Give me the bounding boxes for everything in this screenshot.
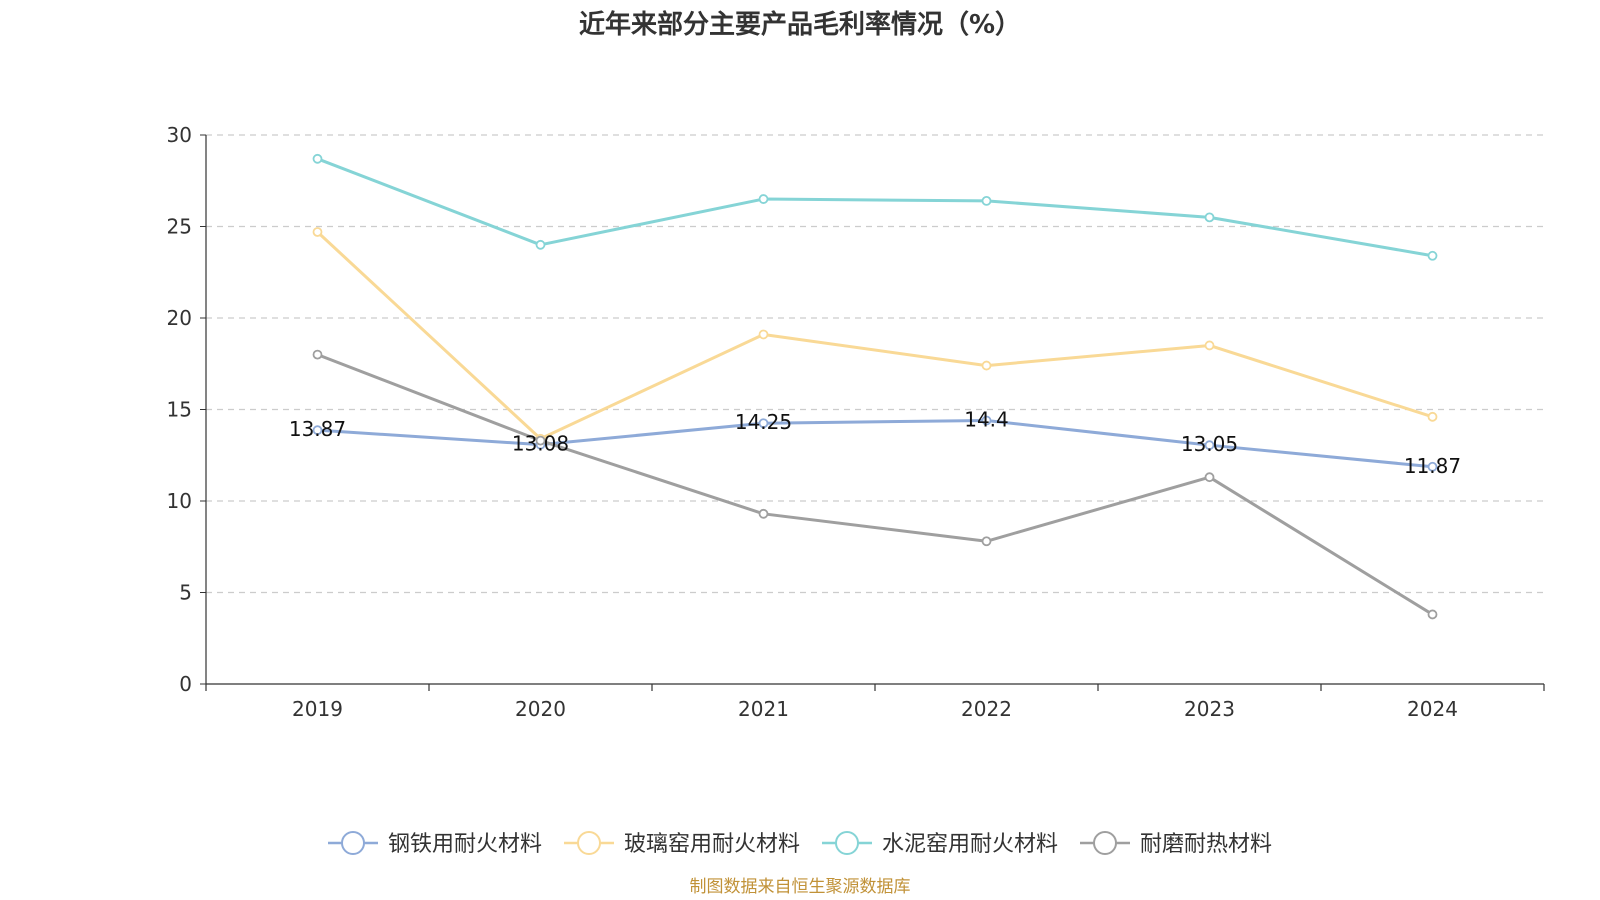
data-point — [1204, 440, 1215, 451]
legend-label: 钢铁用耐火材料 — [388, 832, 542, 857]
legend-item-4: 耐磨耐热材料 — [1080, 831, 1272, 857]
x-tick-label: 2020 — [515, 697, 566, 721]
legend-circle-icon — [577, 831, 601, 855]
y-tick-label: 30 — [167, 123, 192, 147]
legend-label: 玻璃窑用耐火材料 — [624, 832, 800, 857]
data-point — [1427, 461, 1438, 472]
y-tick-label: 10 — [167, 489, 192, 513]
series-line-2 — [316, 230, 1433, 441]
data-label: 13.87 — [289, 417, 346, 441]
series-line-1 — [317, 418, 1433, 469]
data-point — [758, 418, 769, 429]
data-label: 14.25 — [735, 410, 792, 434]
data-point — [1427, 609, 1438, 620]
data-labels: 13.87 13.08 14.25 14.4 13.05 11.87 — [289, 407, 1461, 477]
source-note: 制图数据来自恒生聚源数据库 — [689, 877, 911, 897]
series-lines — [312, 153, 1438, 620]
x-tick-label: 2024 — [1407, 697, 1458, 721]
data-point — [312, 153, 323, 164]
data-point — [1204, 340, 1215, 351]
legend-item-1: 钢铁用耐火材料 — [328, 831, 542, 857]
data-point — [535, 435, 546, 446]
series-line-4 — [316, 353, 1434, 616]
x-tick-label: 2019 — [292, 697, 343, 721]
grid-lines — [206, 134, 1544, 594]
x-tick-label: 2023 — [1184, 697, 1235, 721]
data-point — [312, 227, 323, 237]
data-point — [535, 239, 546, 250]
legend-item-2: 玻璃窑用耐火材料 — [564, 831, 800, 857]
x-tick-label: 2021 — [738, 697, 789, 721]
series-line-3 — [316, 157, 1433, 258]
legend: 钢铁用耐火材料 玻璃窑用耐火材料 水泥窑用耐火材料 耐磨耐热材料 — [328, 831, 1272, 857]
y-tick-label: 0 — [179, 672, 192, 696]
legend-item-3: 水泥窑用耐火材料 — [822, 831, 1058, 857]
chart-title: 近年来部分主要产品毛利率情况（%） — [578, 10, 1022, 40]
data-point — [1204, 212, 1215, 223]
legend-circle-icon — [341, 831, 365, 855]
data-point — [312, 425, 323, 436]
data-point — [758, 329, 769, 340]
legend-label: 水泥窑用耐火材料 — [882, 832, 1058, 857]
data-point — [758, 194, 769, 204]
legend-circle-icon — [1093, 831, 1117, 855]
data-label: 13.05 — [1181, 432, 1238, 456]
y-tick-label: 25 — [167, 215, 192, 239]
y-tick-label: 5 — [179, 581, 192, 605]
y-tick-label: 15 — [167, 398, 192, 422]
legend-circle-icon — [835, 831, 859, 855]
data-point — [312, 349, 323, 360]
data-point — [1427, 411, 1438, 422]
data-label: 13.08 — [512, 432, 569, 456]
data-label: 11.87 — [1404, 454, 1461, 478]
data-point — [981, 360, 992, 371]
data-point — [981, 195, 992, 206]
data-point — [758, 508, 769, 519]
axes: 0 5 10 15 20 25 30 2019 2020 2021 2022 2023 2024 — [167, 123, 1545, 721]
data-point — [981, 536, 992, 547]
data-point — [981, 415, 992, 426]
data-point — [1427, 250, 1438, 261]
data-label: 14.4 — [964, 407, 1009, 431]
y-tick-label: 20 — [167, 306, 192, 330]
x-tick-label: 2022 — [961, 697, 1012, 721]
data-point — [1204, 472, 1215, 483]
legend-label: 耐磨耐热材料 — [1140, 832, 1272, 857]
